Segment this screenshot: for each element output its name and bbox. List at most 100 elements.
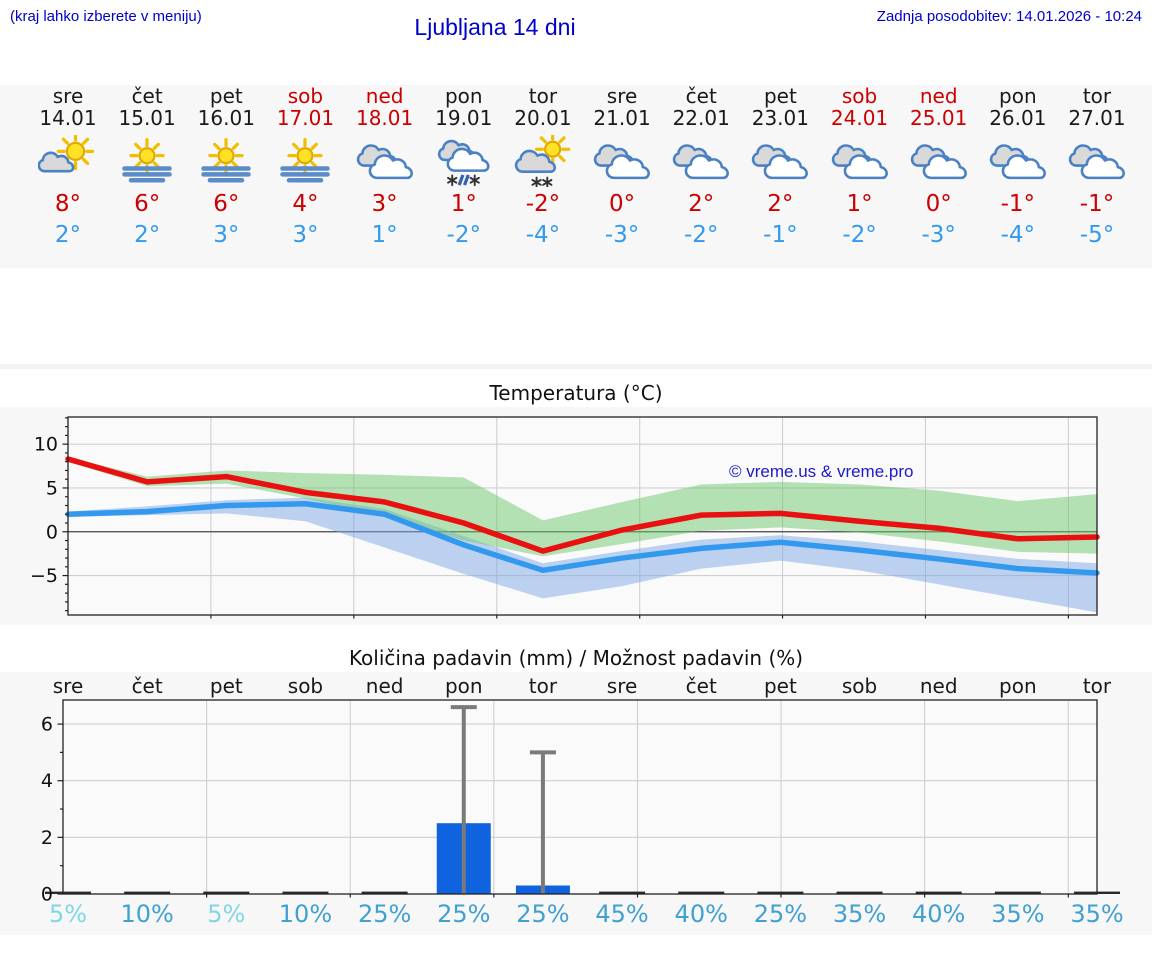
day-date: 23.01 <box>751 106 809 130</box>
precip-probability: 25% <box>357 900 412 928</box>
day-date: 25.01 <box>910 106 968 130</box>
day-column: pet 16.01 6° 3° <box>186 84 266 248</box>
day-tmax: 6° <box>134 191 161 217</box>
precip-probability: 35% <box>991 900 1045 928</box>
precip-probability: 45% <box>595 900 649 928</box>
day-tmin: -4° <box>525 222 561 248</box>
day-name: pet <box>209 84 243 108</box>
day-name: sob <box>841 84 878 108</box>
location-menu-hint: (kraj lahko izberete v meniju) <box>10 8 202 25</box>
day-name: tor <box>1082 84 1112 108</box>
svg-text:4: 4 <box>41 770 53 792</box>
precip-day-label: sob <box>841 674 878 698</box>
section-separator <box>0 364 1152 369</box>
day-date: 22.01 <box>672 106 730 130</box>
day-tmax: -1° <box>1079 191 1115 217</box>
day-name: pon <box>999 84 1037 108</box>
day-date: 26.01 <box>989 106 1047 130</box>
day-date: 16.01 <box>197 106 255 130</box>
day-date: 20.01 <box>514 106 572 130</box>
day-tmax: 8° <box>54 191 82 217</box>
day-column: tor 27.01 -1° -5° <box>1057 84 1137 248</box>
day-column: čet 22.01 2° -2° <box>661 84 741 248</box>
precip-probability: 25% <box>516 900 570 928</box>
day-tmax: 1° <box>846 191 873 217</box>
day-column: pon 26.01 -1° -4° <box>978 84 1058 248</box>
day-column: sre 14.01 8° 2° <box>28 85 108 248</box>
precip-day-label: tor <box>528 674 558 698</box>
precip-probability: 5% <box>48 900 88 928</box>
precip-day-label: pon <box>444 674 483 698</box>
day-tmin: -2° <box>842 222 877 248</box>
precip-day-label: pon <box>999 674 1037 698</box>
sun-cloud-icon <box>38 135 98 187</box>
day-tmin: 3° <box>292 222 319 248</box>
day-tmax: 1° <box>450 191 477 217</box>
day-tmax: 6° <box>213 191 240 217</box>
day-name: sre <box>606 84 638 108</box>
sun-fog-icon <box>275 135 335 187</box>
day-tmax: 4° <box>292 191 319 217</box>
day-date: 19.01 <box>435 106 493 130</box>
day-tmax: 0° <box>608 191 636 217</box>
svg-text:5: 5 <box>46 477 58 499</box>
snow-sun-icon <box>513 135 573 187</box>
day-column: sob 17.01 4° 3° <box>265 84 345 248</box>
precip-day-label: ned <box>919 674 958 698</box>
temperature-chart: 10 5 0 −5 <box>30 416 1100 619</box>
svg-text:0: 0 <box>46 521 58 543</box>
day-name: pon <box>444 84 483 108</box>
day-name: tor <box>528 84 558 108</box>
precip-day-label: sre <box>52 674 84 698</box>
cloudy-icon <box>1067 135 1127 187</box>
page-title: Ljubljana 14 dni <box>414 14 576 40</box>
cloudy-icon <box>750 135 810 187</box>
precip-probability: 40% <box>674 900 728 928</box>
precip-day-label: sre <box>606 674 638 698</box>
day-tmin: -1° <box>763 222 798 248</box>
day-name: čet <box>685 84 717 108</box>
cloudy-icon <box>830 135 890 187</box>
day-tmax: 3° <box>371 191 398 217</box>
precip-probability: 5% <box>207 900 246 928</box>
day-name: ned <box>365 84 404 108</box>
precipitation-chart: 0 2 4 6 <box>41 699 1120 906</box>
day-date: 21.01 <box>593 106 651 130</box>
precip-probability: 35% <box>832 900 887 928</box>
day-name: ned <box>919 84 958 108</box>
sleet-icon <box>434 135 494 187</box>
day-date: 14.01 <box>39 106 97 130</box>
precip-probability: 10% <box>278 900 333 928</box>
day-name: sob <box>287 84 324 108</box>
precip-probability: 10% <box>120 900 174 928</box>
day-tmin: 1° <box>371 222 398 248</box>
svg-text:6: 6 <box>41 714 53 736</box>
precip-day-label: čet <box>131 674 163 698</box>
precipitation-chart-title: Količina padavin (mm) / Možnost padavin … <box>348 646 804 670</box>
day-column: pon 19.01 1° -2° <box>424 84 504 248</box>
day-tmin: 3° <box>213 222 240 248</box>
day-date: 15.01 <box>118 106 176 130</box>
precip-probability: 40% <box>912 900 966 928</box>
svg-text:10: 10 <box>34 434 58 456</box>
precip-probability: 25% <box>753 900 808 928</box>
day-tmax: -1° <box>1000 191 1036 217</box>
temperature-chart-title: Temperatura (°C) <box>489 381 663 405</box>
precip-day-label: sob <box>287 674 324 698</box>
day-tmin: -3° <box>604 222 640 248</box>
svg-text:2: 2 <box>41 827 53 849</box>
day-tmax: 0° <box>925 191 952 217</box>
day-tmin: 2° <box>54 222 82 248</box>
precip-probability: 25% <box>437 900 491 928</box>
watermark: © vreme.us & vreme.pro <box>729 462 914 481</box>
day-tmin: -2° <box>684 222 719 248</box>
precip-day-label: čet <box>685 674 717 698</box>
day-date: 27.01 <box>1068 106 1126 130</box>
precipitation-chart-panel: sre čet pet sob ned pon tor sre čet pet sob ned pon t… <box>0 672 1152 935</box>
cloudy-icon <box>988 135 1048 187</box>
svg-text:−5: −5 <box>30 565 58 587</box>
cloudy-icon <box>671 135 731 187</box>
cloudy-icon <box>355 135 415 187</box>
day-column: pet 23.01 2° -1° <box>740 85 820 248</box>
day-column: sob 24.01 1° -2° <box>820 84 900 248</box>
